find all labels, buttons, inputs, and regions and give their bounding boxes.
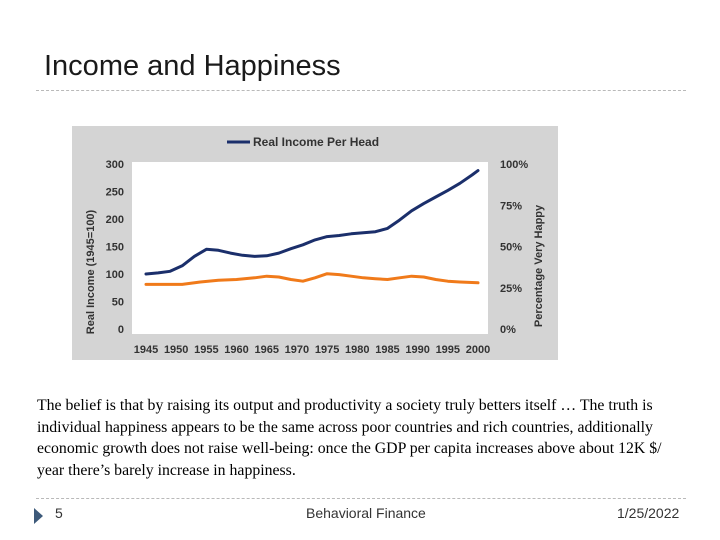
y-tick-label: 150 [106,242,124,254]
footer-date: 1/25/2022 [617,505,680,521]
y2-axis-ticks: 0% 25% 50% 75% 100% [500,159,528,336]
x-tick-label: 1985 [375,344,399,356]
x-tick-label: 1970 [285,344,309,356]
y-axis-label: Real Income (1945=100) [85,209,97,334]
y-axis-ticks: 0 50 100 150 200 250 300 [106,159,124,336]
chart-legend: Real Income Per Head [227,135,379,149]
y-tick-label: 250 [106,187,124,199]
y-tick-label: 0 [118,324,124,336]
y-tick-label: 300 [106,159,124,171]
y-tick-label: 50 [112,297,124,309]
x-tick-label: 1980 [345,344,369,356]
x-tick-label: 1955 [194,344,218,356]
plot-area [132,162,488,334]
x-tick-label: 1995 [436,344,460,356]
y2-tick-label: 100% [500,159,528,171]
slide-title: Income and Happiness [44,50,341,82]
series-line-percentage-very-happy [144,272,480,286]
legend-label: Real Income Per Head [253,135,379,149]
x-tick-label: 1960 [224,344,248,356]
footer-title: Behavioral Finance [306,505,426,521]
x-tick-label: 1950 [164,344,188,356]
y2-tick-label: 25% [500,283,522,295]
income-happiness-chart: Real Income Per Head 1945 1950 1955 1960 196… [72,126,558,360]
x-tick-label: 1990 [405,344,429,356]
x-tick-label: 2000 [466,344,490,356]
y2-tick-label: 50% [500,242,522,254]
slide-number: 5 [55,505,63,521]
y-tick-label: 200 [106,214,124,226]
chart-svg: Real Income Per Head 1945 1950 1955 1960 196… [72,126,558,360]
title-divider [36,90,686,91]
body-paragraph: The belief is that by raising its output… [37,397,662,479]
x-tick-label: 1975 [315,344,339,356]
footer-divider [36,498,686,499]
x-axis-ticks: 1945 1950 1955 1960 1965 1970 1975 1980 1985 1990… [134,344,490,356]
y2-tick-label: 0% [500,324,516,336]
series-line-real-income [144,169,480,276]
bullet-arrow-icon [34,508,43,524]
y2-axis-label: Percentage Very Happy [533,204,545,327]
y-tick-label: 100 [106,269,124,281]
x-tick-label: 1965 [254,344,278,356]
y2-tick-label: 75% [500,200,522,212]
series-lines [144,169,480,286]
x-tick-label: 1945 [134,344,158,356]
